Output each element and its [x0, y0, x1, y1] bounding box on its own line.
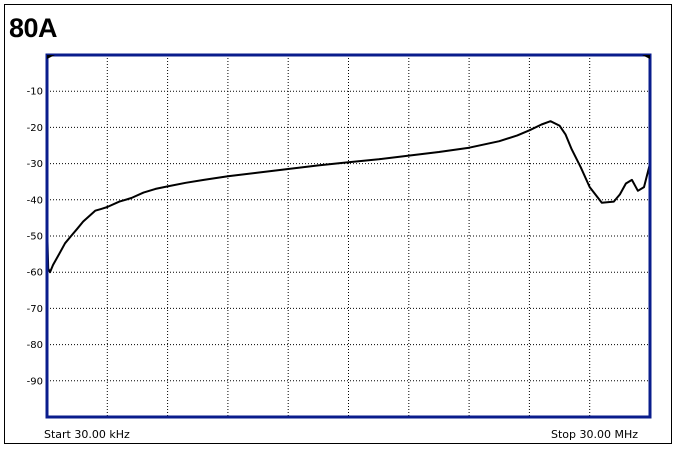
grid-layer: [47, 55, 650, 417]
y-tick-label: -30: [27, 159, 43, 170]
chart-title: 80A: [9, 13, 58, 43]
right-edge-marker: [642, 55, 650, 59]
left-edge-marker: [47, 55, 55, 59]
series-trace: [46, 120, 651, 274]
plot-area-border: [45, 53, 652, 419]
y-tick-label: -80: [27, 340, 43, 351]
y-tick-label: -50: [27, 232, 43, 243]
y-tick-label: -70: [27, 304, 43, 315]
chart-frame: [4, 4, 672, 444]
y-tick-label: -90: [27, 376, 43, 387]
y-tick-label: -10: [27, 87, 43, 98]
start-frequency-label: Start 30.00 kHz: [44, 428, 130, 441]
y-tick-label: -60: [27, 268, 43, 279]
y-tick-label: -40: [27, 195, 43, 206]
y-tick-label: -20: [27, 123, 43, 134]
tick-layer: -10 -20 -30 -40 -50 -60 -70 -80 -90: [27, 87, 43, 388]
stop-frequency-label: Stop 30.00 MHz: [551, 428, 638, 441]
